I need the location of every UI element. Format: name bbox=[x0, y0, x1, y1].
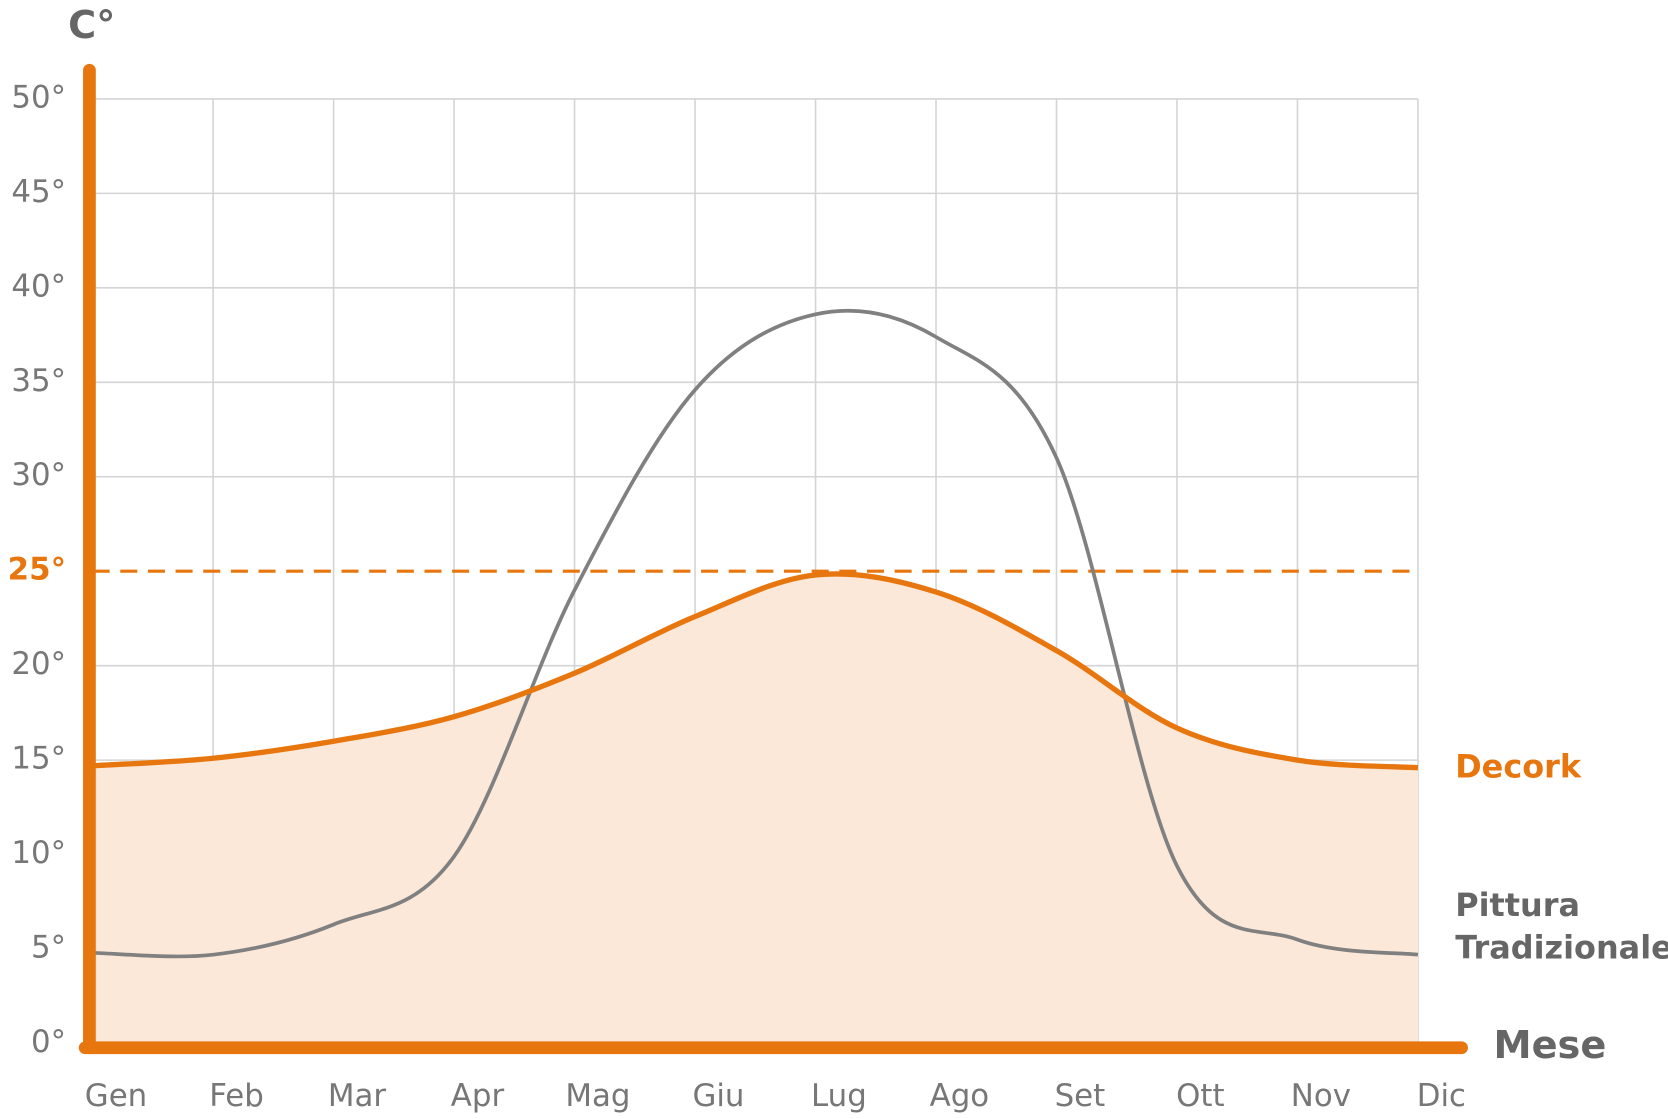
y-tick-label: 10° bbox=[11, 835, 66, 871]
y-tick-label: 5° bbox=[31, 930, 66, 966]
area bbox=[92, 573, 1418, 1044]
x-tick-label: Feb bbox=[209, 1078, 264, 1114]
x-tick-label: Dic bbox=[1417, 1078, 1466, 1114]
y-tick-label: 0° bbox=[31, 1024, 66, 1060]
y-tick-label: 40° bbox=[11, 268, 66, 304]
x-tick-label: Apr bbox=[451, 1078, 505, 1114]
series-label: Decork bbox=[1455, 748, 1582, 786]
y-tick-label: 25° bbox=[8, 552, 66, 588]
x-tick-label: Giu bbox=[692, 1078, 744, 1114]
x-axis-label: Mese bbox=[1493, 1023, 1606, 1068]
x-tick-label: Nov bbox=[1291, 1078, 1351, 1114]
series-line bbox=[92, 571, 1419, 771]
x-tick-label: Mag bbox=[565, 1078, 630, 1114]
y-tick-label: 15° bbox=[11, 741, 66, 777]
series-line bbox=[92, 308, 1419, 959]
y-tick-label: 35° bbox=[11, 363, 66, 399]
x-tick-label: Mar bbox=[328, 1078, 386, 1114]
x-tick-label: Set bbox=[1055, 1078, 1106, 1114]
series-label: Pittura Tradizionale bbox=[1455, 886, 1668, 967]
x-tick-label: Lug bbox=[811, 1078, 867, 1114]
x-tick-label: Gen bbox=[85, 1078, 147, 1114]
y-tick-label: 50° bbox=[11, 79, 66, 115]
y-tick-label: 45° bbox=[11, 174, 66, 210]
x-tick-label: Ott bbox=[1176, 1078, 1224, 1114]
y-tick-label: 30° bbox=[11, 457, 66, 493]
y-tick-label: 20° bbox=[11, 646, 66, 682]
x-tick-label: Ago bbox=[930, 1078, 990, 1114]
series-label-box: Decork bbox=[1455, 748, 1582, 786]
series-label-box: Pittura Tradizionale bbox=[1455, 886, 1668, 967]
y-axis-label: C° bbox=[68, 3, 115, 48]
